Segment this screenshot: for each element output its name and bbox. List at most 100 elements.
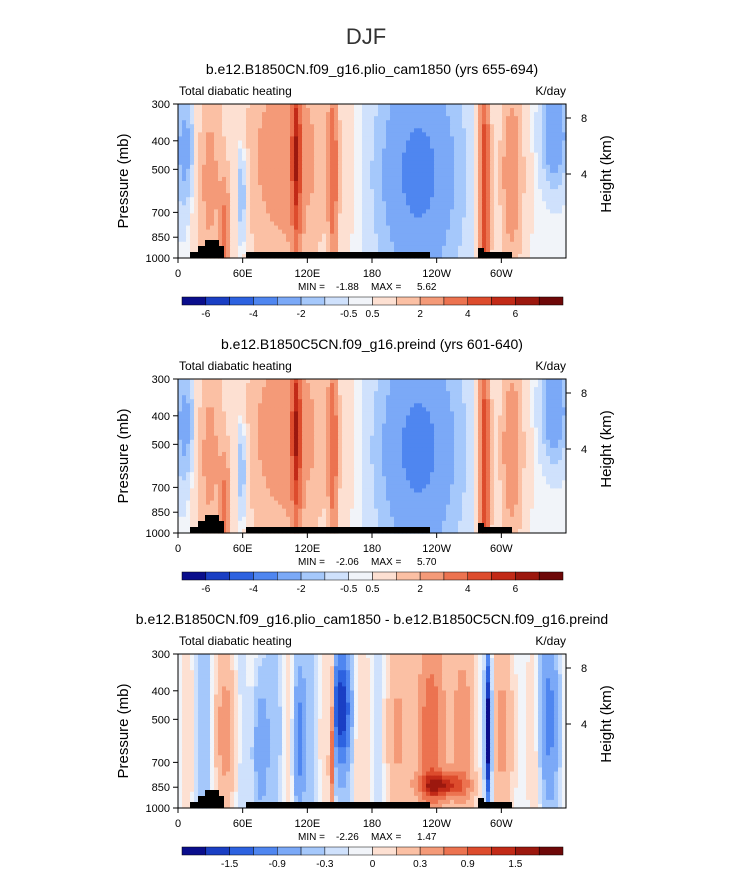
heat-cell bbox=[302, 213, 307, 219]
heat-cell bbox=[198, 217, 203, 223]
heat-cell bbox=[458, 229, 463, 235]
heat-cell bbox=[278, 395, 283, 400]
heat-cell bbox=[298, 241, 303, 247]
heat-cell bbox=[554, 116, 559, 121]
heat-cell bbox=[346, 168, 351, 174]
heat-cell bbox=[518, 189, 523, 194]
heat-cell bbox=[238, 253, 243, 259]
heat-cell bbox=[390, 164, 395, 170]
heat-cell bbox=[206, 144, 211, 150]
heat-cell bbox=[274, 415, 279, 421]
heat-cell bbox=[382, 229, 387, 235]
heat-cell bbox=[494, 108, 499, 113]
heat-cell bbox=[202, 168, 207, 174]
heat-cell bbox=[334, 156, 339, 162]
heat-cell bbox=[202, 427, 207, 433]
heat-cell bbox=[430, 225, 435, 231]
heat-cell bbox=[478, 160, 483, 166]
heat-cell bbox=[194, 205, 199, 210]
heat-cell bbox=[398, 176, 403, 182]
heat-cell bbox=[462, 193, 467, 198]
heat-cell bbox=[478, 132, 483, 138]
heat-cell bbox=[526, 245, 531, 251]
heat-cell bbox=[242, 391, 247, 396]
heat-cell bbox=[522, 108, 527, 113]
heat-cell bbox=[250, 395, 255, 400]
max-value: 5.62 bbox=[417, 282, 437, 293]
heat-cell bbox=[206, 411, 211, 417]
heat-cell bbox=[318, 168, 323, 174]
heat-cell bbox=[270, 152, 275, 158]
heat-cell bbox=[366, 176, 371, 182]
heat-cell bbox=[546, 245, 551, 251]
heat-cell bbox=[190, 132, 195, 138]
heat-cell bbox=[518, 172, 523, 178]
heat-cell bbox=[466, 387, 471, 392]
heat-cell bbox=[182, 201, 187, 206]
heat-cell bbox=[214, 104, 219, 109]
heat-cell bbox=[542, 419, 547, 425]
heat-cell bbox=[546, 193, 551, 198]
heat-cell bbox=[206, 136, 211, 142]
heat-cell bbox=[522, 407, 527, 413]
heat-cell bbox=[498, 140, 503, 146]
heat-cell bbox=[438, 164, 443, 170]
heat-cell bbox=[390, 189, 395, 194]
heat-cell bbox=[354, 144, 359, 150]
heat-cell bbox=[562, 193, 567, 198]
heat-cell bbox=[190, 197, 195, 202]
heat-cell bbox=[522, 128, 527, 133]
heat-cell bbox=[218, 217, 223, 223]
heat-cell bbox=[422, 148, 427, 154]
heat-cell bbox=[286, 168, 291, 174]
heat-cell bbox=[506, 201, 511, 206]
heat-cell bbox=[210, 399, 215, 404]
heat-cell bbox=[366, 213, 371, 219]
heat-cell bbox=[390, 411, 395, 417]
heat-cell bbox=[402, 229, 407, 235]
heat-cell bbox=[486, 201, 491, 206]
heat-cell bbox=[562, 423, 567, 429]
heat-cell bbox=[274, 116, 279, 121]
heat-cell bbox=[286, 221, 291, 227]
colorbar-swatch bbox=[253, 296, 278, 306]
heat-cell bbox=[446, 201, 451, 206]
heat-cell bbox=[482, 411, 487, 417]
heat-cell bbox=[434, 201, 439, 206]
heat-cell bbox=[434, 229, 439, 235]
heat-cell bbox=[426, 383, 431, 388]
heat-cell bbox=[218, 415, 223, 421]
heat-cell bbox=[522, 233, 527, 239]
heat-cell bbox=[378, 225, 383, 231]
heat-cell bbox=[450, 407, 455, 413]
heat-cell bbox=[358, 116, 363, 121]
heat-cell bbox=[502, 399, 507, 404]
heat-cell bbox=[450, 241, 455, 247]
heat-cell bbox=[358, 128, 363, 133]
heat-cell bbox=[194, 128, 199, 133]
heat-cell bbox=[474, 249, 479, 255]
heat-cell bbox=[202, 136, 207, 142]
heat-cell bbox=[218, 201, 223, 206]
heat-cell bbox=[230, 152, 235, 158]
heat-cell bbox=[234, 249, 239, 255]
heat-cell bbox=[310, 213, 315, 219]
heat-cell bbox=[262, 136, 267, 142]
heat-cell bbox=[182, 152, 187, 158]
heat-cell bbox=[274, 427, 279, 433]
heat-cell bbox=[238, 205, 243, 210]
heat-cell bbox=[282, 104, 287, 109]
heat-cell bbox=[378, 217, 383, 223]
heat-cell bbox=[198, 407, 203, 413]
heat-cell bbox=[222, 152, 227, 158]
heat-cell bbox=[486, 181, 491, 186]
heat-cell bbox=[190, 391, 195, 396]
heat-cell bbox=[338, 108, 343, 113]
heat-cell bbox=[550, 128, 555, 133]
heat-cell bbox=[486, 387, 491, 392]
heat-cell bbox=[234, 148, 239, 154]
heat-cell bbox=[226, 124, 231, 129]
heat-cell bbox=[530, 124, 535, 129]
heat-cell bbox=[462, 176, 467, 182]
